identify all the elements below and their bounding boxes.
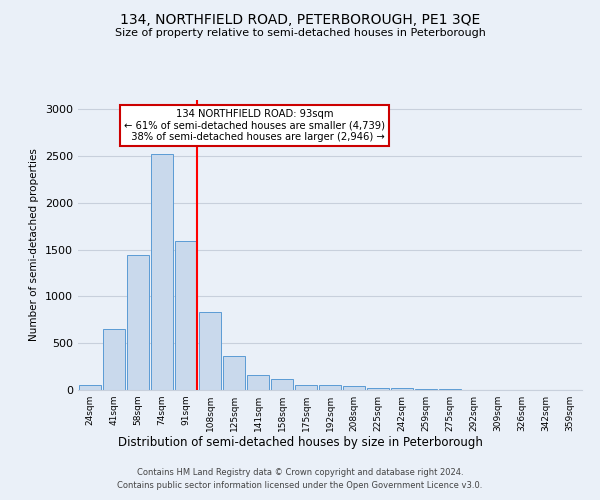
Bar	[103, 329, 125, 390]
Bar	[415, 389, 437, 390]
Text: Distribution of semi-detached houses by size in Peterborough: Distribution of semi-detached houses by …	[118, 436, 482, 449]
Bar	[79, 385, 101, 390]
Bar	[127, 256, 149, 390]
Text: 134, NORTHFIELD ROAD, PETERBOROUGH, PE1 3QE: 134, NORTHFIELD ROAD, PETERBOROUGH, PE1 …	[120, 12, 480, 26]
Bar	[223, 356, 245, 390]
Bar	[175, 242, 197, 390]
Bar	[151, 154, 173, 390]
Y-axis label: Number of semi-detached properties: Number of semi-detached properties	[29, 148, 40, 342]
Bar	[367, 388, 389, 390]
Bar	[295, 385, 317, 390]
Bar	[439, 389, 461, 390]
Bar	[199, 312, 221, 390]
Bar	[343, 386, 365, 390]
Bar	[391, 388, 413, 390]
Bar	[319, 385, 341, 390]
Bar	[247, 374, 269, 390]
Text: Contains HM Land Registry data © Crown copyright and database right 2024.: Contains HM Land Registry data © Crown c…	[137, 468, 463, 477]
Bar	[271, 379, 293, 390]
Text: 134 NORTHFIELD ROAD: 93sqm
← 61% of semi-detached houses are smaller (4,739)
  3: 134 NORTHFIELD ROAD: 93sqm ← 61% of semi…	[124, 108, 385, 142]
Text: Size of property relative to semi-detached houses in Peterborough: Size of property relative to semi-detach…	[115, 28, 485, 38]
Text: Contains public sector information licensed under the Open Government Licence v3: Contains public sector information licen…	[118, 482, 482, 490]
